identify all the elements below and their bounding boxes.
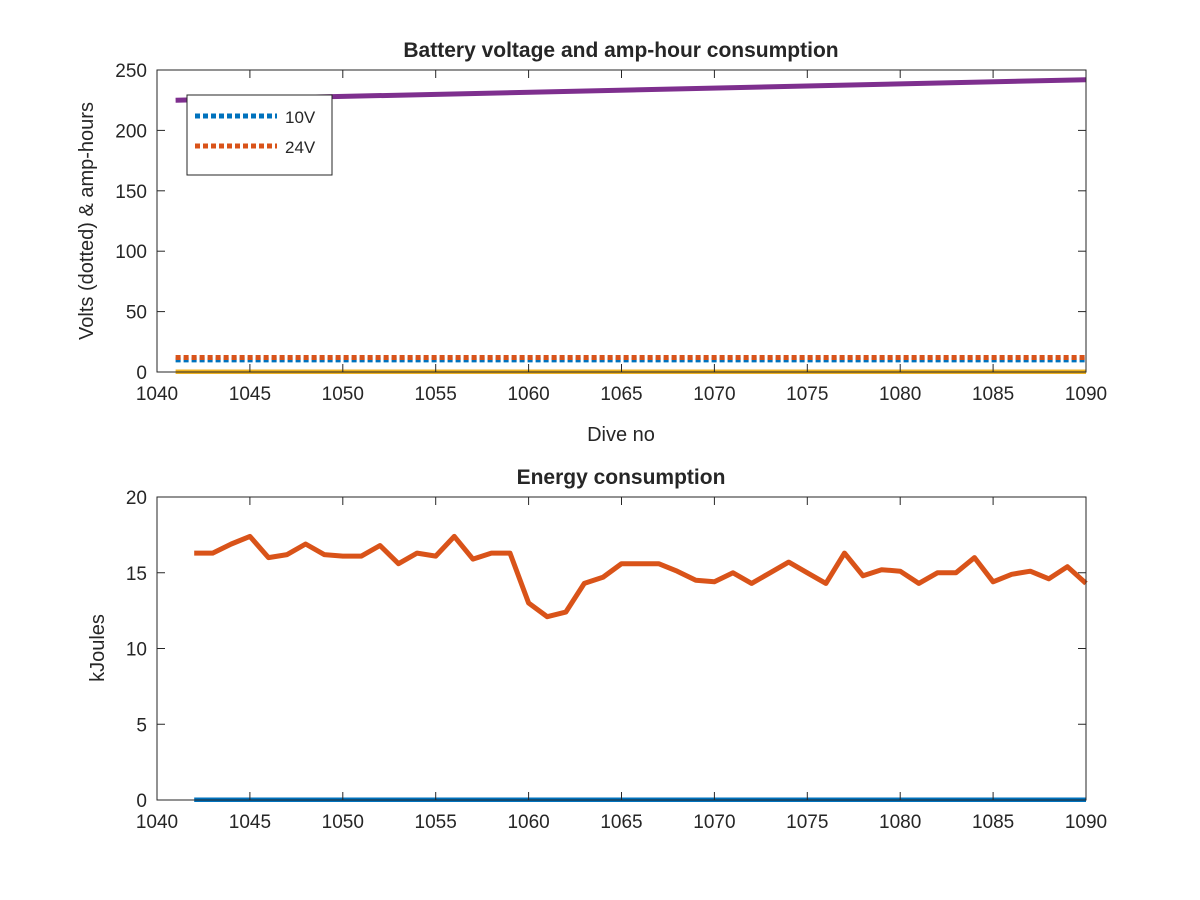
top-chart-y-tick-label: 150 [115,182,147,203]
bottom-chart-y-tick-label: 5 [136,715,147,736]
bottom-chart-title: Energy consumption [517,466,726,489]
top-chart-y-tick-label: 50 [126,303,147,324]
top-chart-y-tick-label: 200 [115,121,147,142]
bottom-chart-y-tick-label: 10 [126,640,147,661]
top-chart-x-tick-label: 1050 [322,384,364,405]
bottom-chart-x-tick-label: 1085 [972,812,1014,833]
bottom-chart: Energy consumption kJoules 1040 1045 1050 1… [87,466,1107,833]
top-chart-x-tick-label: 1060 [507,384,549,405]
bottom-chart-x-tick-label: 1060 [507,812,549,833]
bottom-chart-x-tick-label: 1075 [786,812,828,833]
bottom-chart-plot-area [157,497,1086,800]
bottom-chart-y-tick-label: 15 [126,564,147,585]
bottom-chart-x-tick-label: 1080 [879,812,921,833]
top-chart-x-tick-label: 1090 [1065,384,1107,405]
top-chart-legend-box [186,94,333,176]
bottom-chart-x-tick-label: 1045 [229,812,271,833]
bottom-chart-y-tick-label: 0 [136,791,147,812]
bottom-chart-y-tick-label: 20 [126,488,147,509]
bottom-chart-y-axis-label: kJoules [87,614,109,682]
bottom-chart-x-tick-label: 1090 [1065,812,1107,833]
top-chart-legend: 10V 24V [186,94,333,176]
bottom-chart-x-tick-label: 1050 [322,812,364,833]
top-chart: Battery voltage and amp-hour consumption… [76,39,1107,446]
top-chart-y-axis-label: Volts (dotted) & amp-hours [76,102,98,340]
top-chart-x-tick-label: 1055 [415,384,457,405]
top-chart-legend-label-24v: 24V [285,138,316,157]
top-chart-x-tick-label: 1065 [600,384,642,405]
top-chart-x-tick-label: 1075 [786,384,828,405]
top-chart-y-tick-label: 250 [115,61,147,82]
bottom-chart-x-tick-label: 1055 [415,812,457,833]
top-chart-x-tick-label: 1070 [693,384,735,405]
top-chart-y-tick-label: 0 [136,363,147,384]
top-chart-x-tick-label: 1085 [972,384,1014,405]
bottom-chart-series-2-line [194,533,1088,620]
top-chart-legend-label-10v: 10V [285,108,316,127]
top-chart-y-tick-label: 100 [115,242,147,263]
top-chart-x-tick-label: 1045 [229,384,271,405]
top-chart-title: Battery voltage and amp-hour consumption [403,39,838,62]
bottom-chart-x-tick-label: 1070 [693,812,735,833]
top-chart-x-axis-label: Dive no [587,424,655,446]
bottom-chart-x-tick-label: 1065 [600,812,642,833]
bottom-chart-x-tick-label: 1040 [136,812,178,833]
top-chart-x-tick-label: 1040 [136,384,178,405]
top-chart-x-tick-label: 1080 [879,384,921,405]
